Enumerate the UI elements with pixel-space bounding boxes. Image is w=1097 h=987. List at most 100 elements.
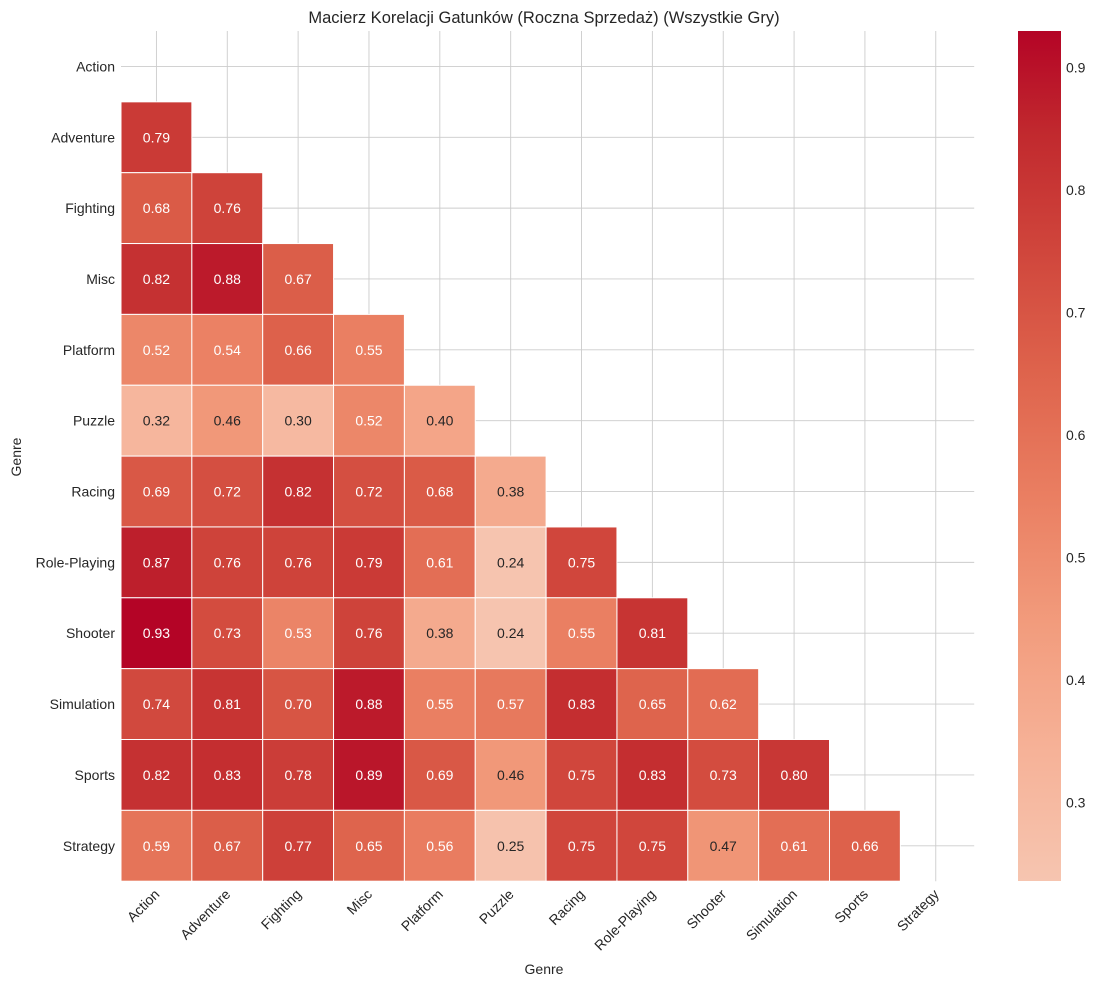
heatmap-cell [262,739,335,811]
heatmap-cell [403,668,476,741]
cell-value-label: 0.73 [710,767,737,783]
cell-value-label: 0.76 [355,625,382,641]
heatmap-cell [333,597,405,670]
heatmap-cell [120,668,193,741]
heatmap-cell [120,172,193,245]
cell-value-label: 0.76 [214,554,241,570]
colorbar-ticks: 0.3 0.4 0.5 0.6 0.7 0.8 0.9 [1066,60,1086,811]
cell-value-label: 0.75 [568,767,595,783]
y-tick-label: Puzzle [73,413,115,429]
x-tick-label: Platform [398,886,446,934]
cell-value-label: 0.38 [426,625,453,641]
heatmap-cell [262,668,335,741]
cell-value-label: 0.75 [568,838,595,854]
heatmap-cell [545,526,618,599]
y-tick-label: Simulation [50,696,115,712]
heatmap-cell [333,739,405,811]
heatmap-cell [616,668,689,741]
y-tick-label: Action [76,58,115,74]
cell-value-label: 0.38 [497,484,524,500]
y-axis-label: Genre [8,437,24,476]
cell-value-label: 0.53 [285,625,312,641]
x-tick-label: Sports [831,886,871,926]
heatmap-cell [545,739,618,811]
cell-value-label: 0.66 [285,342,312,358]
y-tick-label: Racing [71,484,115,500]
cell-value-label: 0.52 [355,413,382,429]
cell-value-label: 0.54 [214,342,241,358]
heatmap-cell [687,668,760,741]
heatmap-cell [545,809,618,882]
cell-value-label: 0.81 [214,696,241,712]
x-tick-label: Strategy [894,886,942,934]
cell-value-label: 0.76 [214,200,241,216]
colorbar-tick-label: 0.8 [1066,182,1086,198]
x-tick-label: Simulation [743,886,801,944]
x-tick-label: Puzzle [476,886,517,927]
cell-value-label: 0.72 [214,484,241,500]
heatmap-cells [120,101,901,882]
cell-value-label: 0.32 [143,413,170,429]
cell-value-label: 0.24 [497,625,524,641]
cell-value-label: 0.24 [497,554,524,570]
heatmap-cell [333,809,405,882]
heatmap-cell [120,455,193,528]
heatmap-cell [333,668,405,741]
cell-value-label: 0.69 [143,484,170,500]
cell-value-label: 0.88 [214,271,241,287]
heatmap-cell [191,172,264,245]
y-tick-label: Fighting [65,200,115,216]
cell-value-label: 0.52 [143,342,170,358]
cell-value-label: 0.72 [355,484,382,500]
cell-value-label: 0.73 [214,625,241,641]
heatmap-cell [403,526,476,599]
heatmap-cell [262,384,335,457]
heatmap-cell [120,809,193,882]
heatmap-cell [120,313,193,386]
cell-value-label: 0.68 [143,200,170,216]
x-tick-label: Action [124,886,163,925]
y-tick-label: Adventure [51,129,115,145]
cell-value-label: 0.82 [143,271,170,287]
cell-value-label: 0.81 [639,625,666,641]
x-axis-label: Genre [525,961,564,977]
heatmap-cell [829,809,901,882]
y-tick-label: Misc [86,271,115,287]
cell-value-label: 0.87 [143,554,170,570]
cell-value-label: 0.66 [851,838,878,854]
cell-value-label: 0.62 [710,696,737,712]
heatmap-cell [191,455,264,528]
heatmap-cell [120,384,193,457]
cell-value-label: 0.55 [426,696,453,712]
x-tick-labels: Action Adventure Fighting Misc Platform Puzzl… [124,886,942,954]
heatmap-cell [191,668,264,741]
cell-value-label: 0.83 [639,767,666,783]
cell-value-label: 0.55 [355,342,382,358]
cell-value-label: 0.79 [143,129,170,145]
cell-value-label: 0.46 [497,767,524,783]
cell-value-label: 0.75 [568,554,595,570]
cell-value-label: 0.57 [497,696,524,712]
heatmap-cell [262,313,335,386]
cell-value-label: 0.25 [497,838,524,854]
heatmap-cell [120,597,193,670]
heatmap-cell [333,313,405,386]
cell-value-label: 0.82 [143,767,170,783]
heatmap-cell [474,739,547,811]
heatmap-cell [474,455,547,528]
y-tick-label: Platform [63,342,115,358]
cell-value-label: 0.76 [285,554,312,570]
heatmap-cell [403,739,476,811]
colorbar-tick-label: 0.3 [1066,795,1086,811]
heatmap-cell [403,455,476,528]
chart-title: Macierz Korelacji Gatunków (Roczna Sprze… [308,9,779,27]
heatmap-cell [758,739,831,811]
cell-value-label: 0.30 [285,413,312,429]
cell-value-label: 0.46 [214,413,241,429]
cell-value-label: 0.78 [285,767,312,783]
y-tick-label: Role-Playing [36,554,115,570]
heatmap-cell [191,597,264,670]
heatmap-cell [262,455,335,528]
colorbar [1018,31,1061,881]
cell-value-label: 0.70 [285,696,312,712]
